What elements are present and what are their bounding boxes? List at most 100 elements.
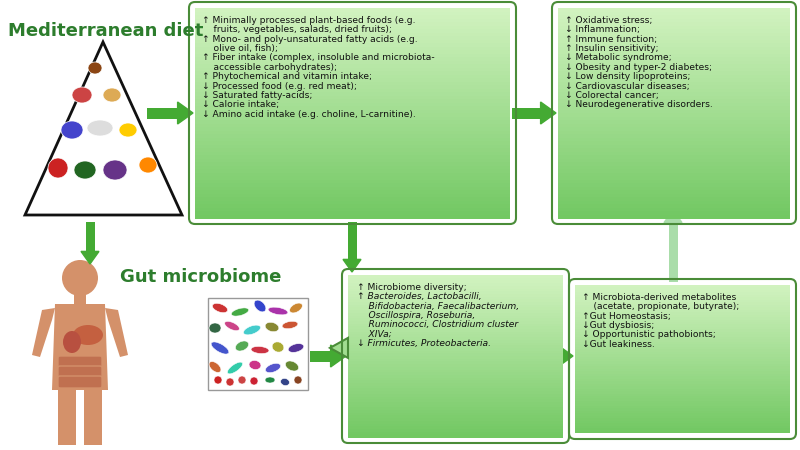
Bar <box>558 32 790 36</box>
Ellipse shape <box>103 160 127 180</box>
Ellipse shape <box>48 158 68 178</box>
Bar <box>575 300 790 303</box>
Text: Oscillospira, Roseburia,: Oscillospira, Roseburia, <box>357 311 475 320</box>
Bar <box>195 22 510 26</box>
FancyBboxPatch shape <box>58 376 102 388</box>
Bar <box>558 15 790 19</box>
Bar <box>558 50 790 54</box>
Ellipse shape <box>286 361 298 371</box>
Bar <box>575 401 790 404</box>
Bar <box>575 428 790 431</box>
Bar <box>348 356 563 359</box>
Bar <box>348 286 563 289</box>
Ellipse shape <box>63 331 81 353</box>
Ellipse shape <box>103 88 121 102</box>
Bar <box>348 399 563 402</box>
Bar <box>195 215 510 219</box>
Bar <box>348 324 563 327</box>
Bar <box>195 152 510 156</box>
Bar <box>348 342 563 346</box>
Text: Ruminococci, Clostridium cluster: Ruminococci, Clostridium cluster <box>357 320 518 329</box>
Bar <box>575 389 790 392</box>
Bar <box>195 50 510 54</box>
Polygon shape <box>330 345 346 367</box>
Text: ↑ Minimally processed plant-based foods (e.g.: ↑ Minimally processed plant-based foods … <box>202 16 415 25</box>
Bar <box>348 388 563 392</box>
Text: ↑ Microbiome diversity;: ↑ Microbiome diversity; <box>357 283 466 292</box>
Ellipse shape <box>268 307 288 315</box>
Bar <box>558 57 790 61</box>
Bar <box>348 337 563 340</box>
Polygon shape <box>178 102 193 124</box>
Bar <box>558 36 790 40</box>
Bar <box>195 32 510 36</box>
Text: ↓ Saturated fatty-acids;: ↓ Saturated fatty-acids; <box>202 91 312 100</box>
Ellipse shape <box>226 378 234 386</box>
Bar <box>575 366 790 369</box>
Bar <box>348 297 563 300</box>
Bar <box>558 190 790 194</box>
Bar <box>348 275 563 278</box>
Text: ↓Gut dysbiosis;: ↓Gut dysbiosis; <box>582 321 654 330</box>
Bar <box>575 431 790 433</box>
Bar <box>558 204 790 208</box>
Bar <box>558 54 790 58</box>
Bar <box>558 81 790 86</box>
Text: olive oil, fish);: olive oil, fish); <box>202 44 278 53</box>
Bar <box>558 89 790 93</box>
Bar <box>348 318 563 321</box>
Bar <box>575 403 790 406</box>
Bar <box>575 295 790 298</box>
Bar <box>195 123 510 127</box>
Bar <box>195 57 510 61</box>
Bar <box>348 353 563 356</box>
Ellipse shape <box>250 377 258 385</box>
Bar <box>348 423 563 427</box>
Bar <box>195 158 510 162</box>
Text: ↓ Firmicutes, Proteobacteria.: ↓ Firmicutes, Proteobacteria. <box>357 339 491 348</box>
Bar <box>558 158 790 162</box>
Bar <box>558 186 790 190</box>
Bar <box>195 155 510 159</box>
Bar <box>195 81 510 86</box>
Bar <box>348 351 563 354</box>
Bar <box>348 432 563 435</box>
Bar <box>575 334 790 338</box>
Bar <box>195 176 510 180</box>
Ellipse shape <box>282 321 298 328</box>
Ellipse shape <box>266 363 281 373</box>
Text: ↓ Opportunistic pathobionts;: ↓ Opportunistic pathobionts; <box>582 330 716 339</box>
Bar <box>558 180 790 184</box>
Bar <box>195 204 510 208</box>
Bar <box>558 60 790 64</box>
Bar <box>575 398 790 401</box>
Bar <box>558 12 790 15</box>
Bar <box>575 320 790 323</box>
Bar <box>195 169 510 173</box>
Bar <box>575 386 790 389</box>
Bar <box>348 367 563 370</box>
Polygon shape <box>330 338 348 358</box>
Bar <box>558 99 790 103</box>
Bar <box>558 117 790 121</box>
Bar <box>195 141 510 145</box>
Bar <box>575 391 790 394</box>
Bar <box>348 380 563 383</box>
Bar <box>195 211 510 215</box>
Bar <box>195 134 510 138</box>
Bar <box>348 410 563 413</box>
Bar <box>669 223 678 282</box>
Bar <box>575 285 790 288</box>
Bar <box>348 291 563 294</box>
Text: ↓ Neurodegenerative disorders.: ↓ Neurodegenerative disorders. <box>565 100 713 109</box>
Bar <box>348 345 563 348</box>
Bar <box>575 394 790 396</box>
Bar <box>348 402 563 405</box>
Bar <box>348 334 563 338</box>
Text: Mediterranean diet: Mediterranean diet <box>8 22 203 40</box>
Ellipse shape <box>288 344 304 352</box>
Bar <box>575 302 790 305</box>
Bar <box>195 103 510 107</box>
Bar <box>558 95 790 99</box>
Text: ↓ Cardiovascular diseases;: ↓ Cardiovascular diseases; <box>565 81 690 90</box>
